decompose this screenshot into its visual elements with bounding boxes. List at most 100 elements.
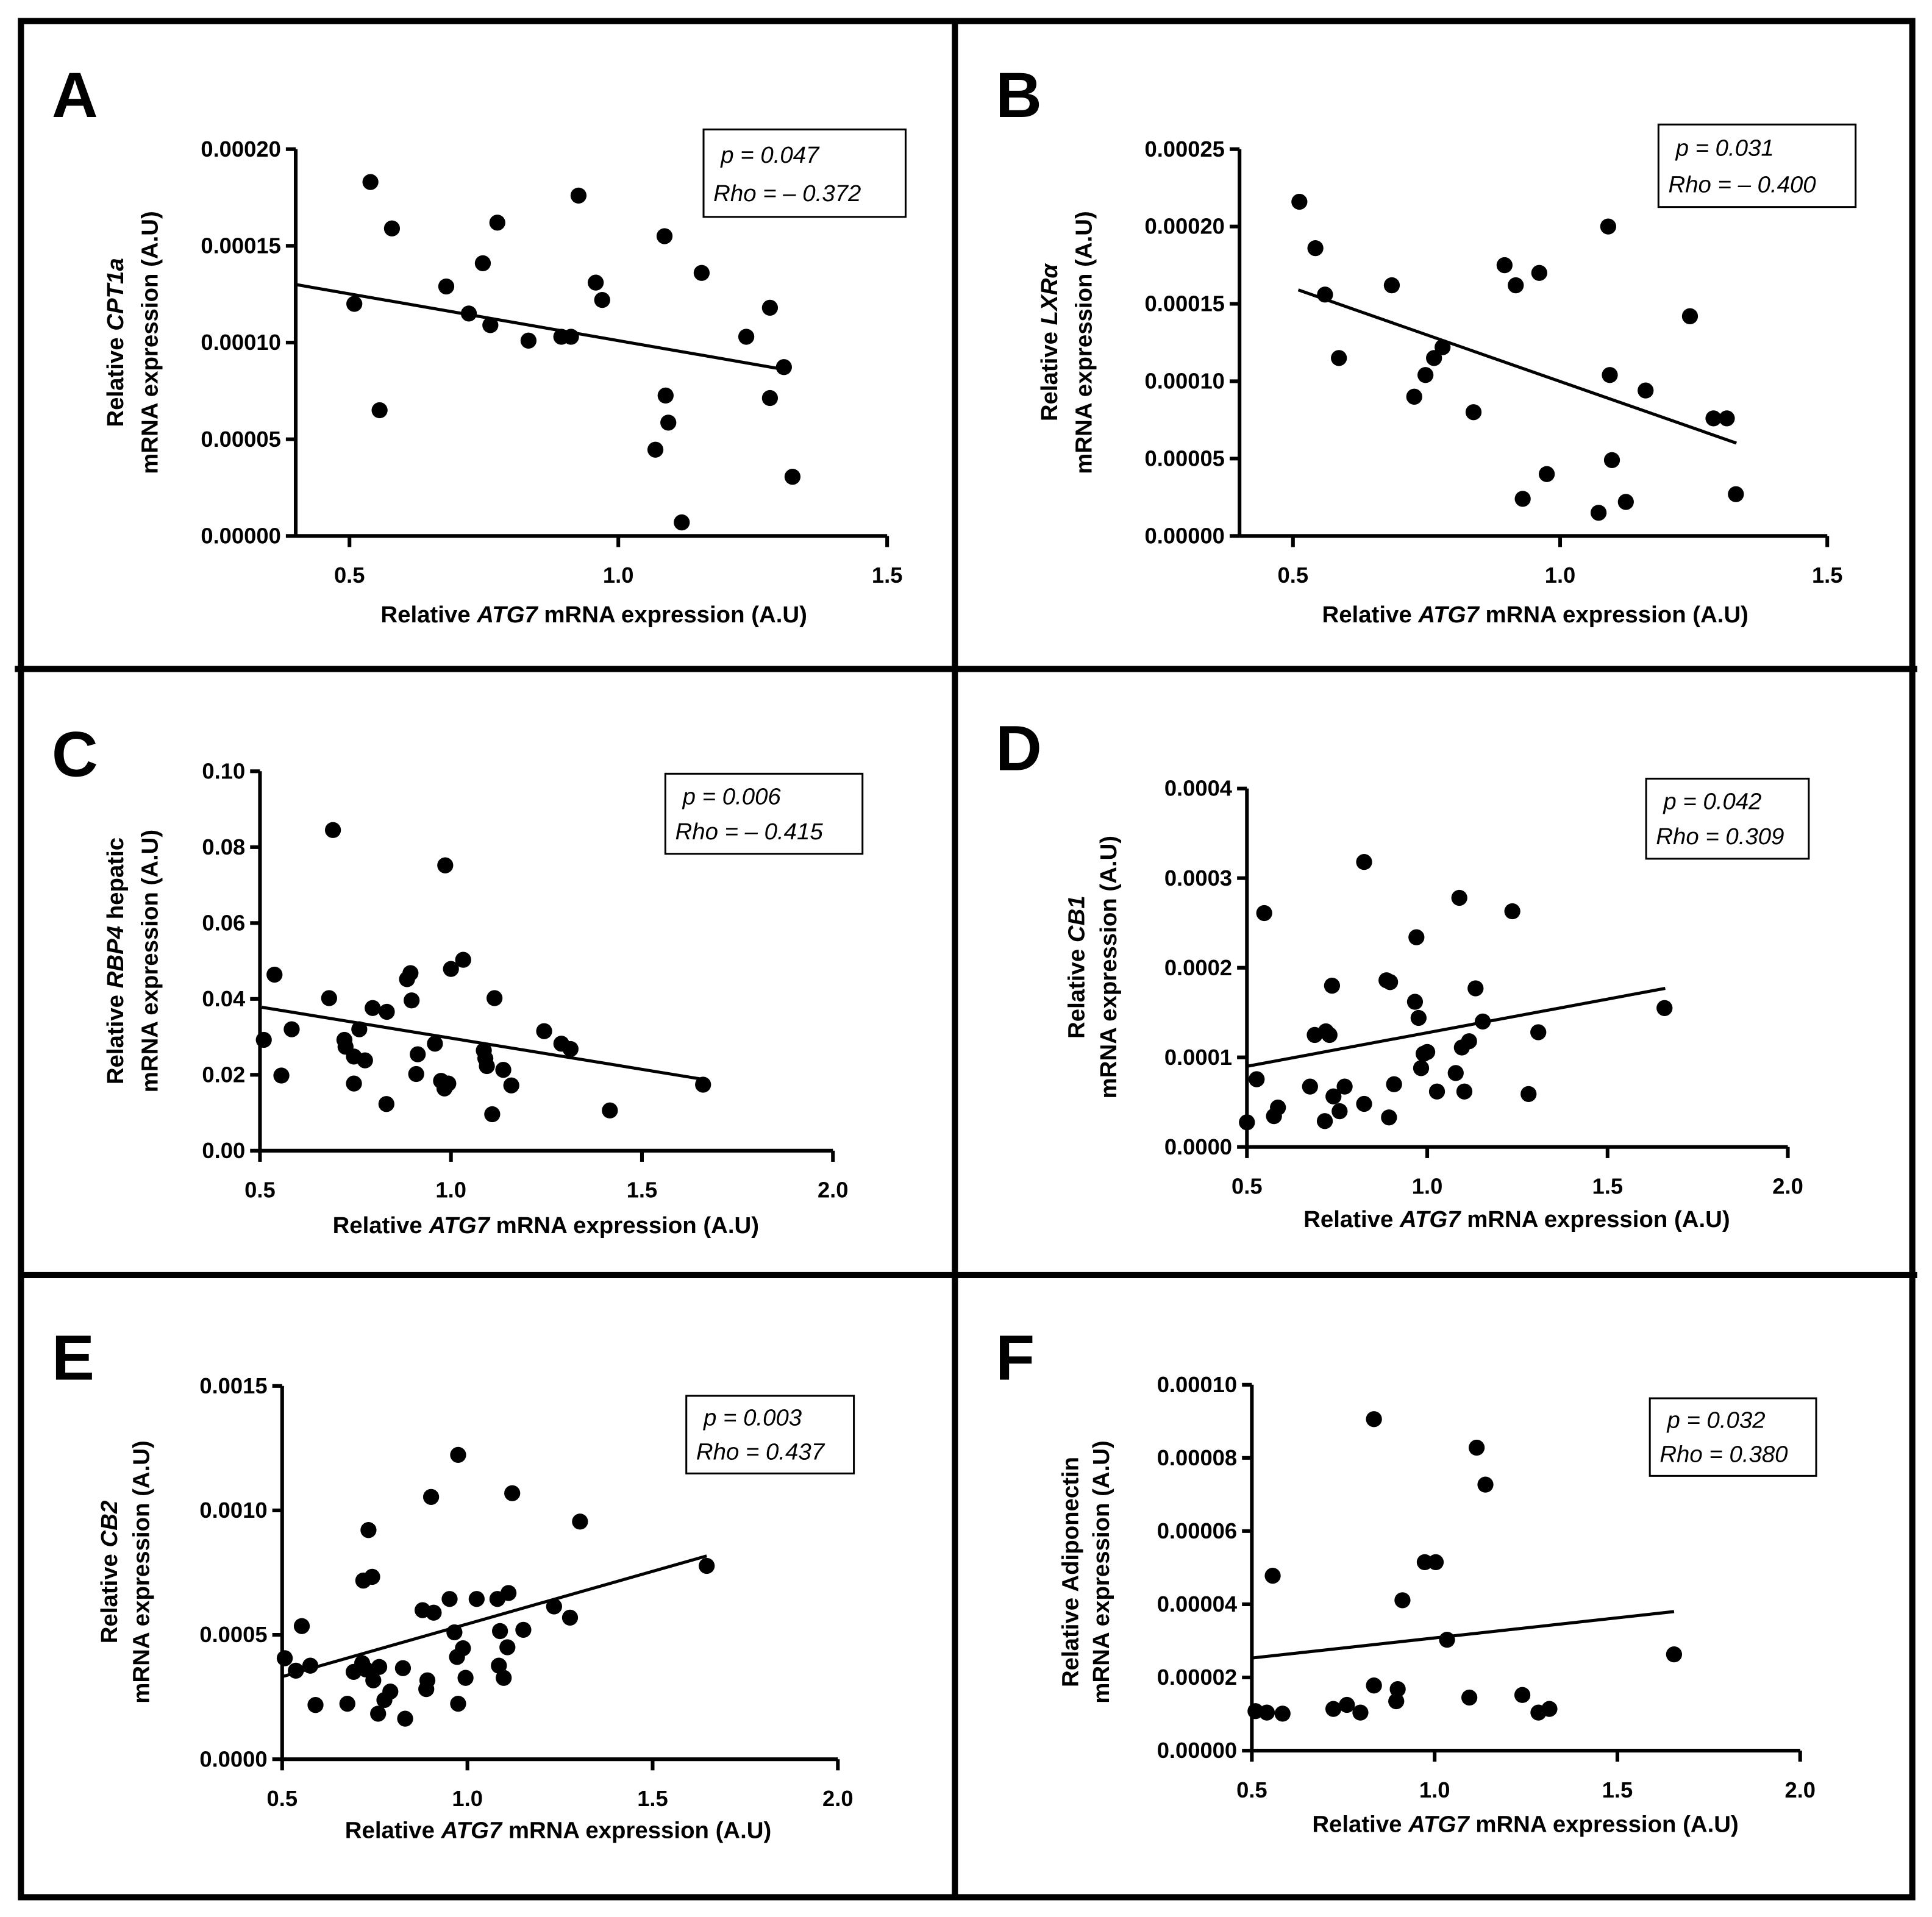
data-point bbox=[1656, 1000, 1673, 1016]
data-point bbox=[1530, 1024, 1547, 1040]
x-tick-label: 0.5 bbox=[334, 563, 365, 588]
data-point bbox=[402, 965, 419, 981]
y-tick-label: 0.00000 bbox=[201, 523, 280, 548]
x-axis-title-part: ATG7 bbox=[1399, 1206, 1461, 1232]
data-point bbox=[1321, 1026, 1338, 1044]
y-axis-title-line1: Relative LXRα bbox=[1036, 263, 1063, 422]
x-tick-label: 0.5 bbox=[1236, 1777, 1267, 1802]
p-value-text: p = 0.042 bbox=[1663, 788, 1761, 814]
data-point bbox=[1388, 1693, 1405, 1710]
data-point bbox=[1239, 1114, 1255, 1131]
data-point bbox=[1531, 265, 1547, 281]
data-point bbox=[570, 187, 587, 204]
data-point bbox=[307, 1697, 324, 1713]
data-point bbox=[1366, 1411, 1382, 1428]
y-tick-label: 0.00004 bbox=[1157, 1592, 1238, 1616]
data-point bbox=[446, 1624, 463, 1641]
y-tick-label: 0.00000 bbox=[1144, 523, 1224, 548]
figure-border bbox=[18, 18, 1916, 1901]
data-point bbox=[486, 990, 503, 1006]
data-point bbox=[495, 1062, 512, 1078]
data-point bbox=[656, 228, 673, 244]
data-point bbox=[255, 1031, 272, 1048]
y-tick-label: 0.00010 bbox=[1157, 1372, 1237, 1397]
data-point bbox=[371, 402, 388, 419]
data-point bbox=[1504, 903, 1520, 920]
panel-c: C 0.00 0.02 0.04 0.06 0.08 0.10 0.5 1.0 1.5 2.0 Rel… bbox=[52, 719, 864, 1239]
y-tick-label: 0.00006 bbox=[1157, 1518, 1237, 1543]
data-point bbox=[1410, 1009, 1427, 1026]
data-point bbox=[594, 292, 610, 308]
stats-box bbox=[1649, 1397, 1817, 1477]
data-point bbox=[1719, 410, 1735, 427]
data-point bbox=[1339, 1696, 1355, 1713]
data-point bbox=[1705, 410, 1722, 427]
x-tick-label: 1.5 bbox=[637, 1786, 668, 1811]
data-point bbox=[1386, 1076, 1402, 1092]
data-point bbox=[422, 1488, 440, 1506]
data-point bbox=[1474, 1013, 1491, 1030]
p-value-text: p = 0.047 bbox=[720, 142, 820, 168]
data-point bbox=[1538, 466, 1555, 482]
data-point bbox=[378, 1096, 394, 1112]
data-point bbox=[489, 215, 505, 231]
data-point bbox=[1381, 974, 1399, 991]
data-point bbox=[1331, 350, 1347, 366]
data-point bbox=[1461, 1033, 1477, 1050]
y-axis-title-part: CB2 bbox=[96, 1501, 123, 1548]
panel-b: B 0.00000 0.00005 0.00010 0.00015 0.00020 0.00… bbox=[996, 60, 1857, 628]
x-axis-title: Relative ATG7 mRNA expression (A.U) bbox=[345, 1818, 771, 1844]
data-point bbox=[563, 329, 579, 345]
x-tick-label: 1.5 bbox=[1592, 1174, 1624, 1199]
y-axis-title-line2: mRNA expression (A.U) bbox=[129, 1440, 155, 1703]
data-point bbox=[397, 1710, 413, 1727]
data-point bbox=[515, 1621, 532, 1638]
x-tick-label: 0.5 bbox=[267, 1786, 298, 1811]
data-point bbox=[1467, 980, 1484, 997]
panel-letter: F bbox=[996, 1323, 1035, 1394]
y-axis-title-line2: mRNA expression (A.U) bbox=[137, 211, 163, 474]
data-point bbox=[562, 1040, 579, 1058]
x-tick-label: 2.0 bbox=[822, 1786, 854, 1811]
x-axis-title: Relative ATG7 mRNA expression (A.U) bbox=[1303, 1206, 1730, 1232]
y-axis-title-line2: mRNA expression (A.U) bbox=[137, 830, 163, 1092]
data-point bbox=[482, 317, 499, 333]
y-tick-label: 0.00020 bbox=[1144, 214, 1224, 239]
data-point bbox=[1406, 388, 1422, 405]
data-point bbox=[324, 822, 341, 838]
data-point bbox=[536, 1023, 552, 1039]
stats-box bbox=[702, 128, 907, 218]
data-point bbox=[266, 966, 283, 983]
data-point bbox=[288, 1662, 304, 1679]
data-point bbox=[1336, 1078, 1353, 1095]
data-point bbox=[693, 265, 710, 281]
stats-box bbox=[1645, 777, 1810, 860]
x-axis-title-part: ATG7 bbox=[476, 602, 538, 628]
y-axis-title-part: Relative bbox=[102, 331, 129, 427]
rho-value-text: Rho = – 0.400 bbox=[1668, 171, 1816, 197]
data-point bbox=[383, 220, 401, 237]
data-point bbox=[1419, 1044, 1436, 1061]
x-axis-title-part: mRNA expression (A.U) bbox=[490, 1212, 759, 1239]
y-axis-title-part: CB1 bbox=[1064, 895, 1090, 942]
x-tick-label: 1.0 bbox=[435, 1178, 466, 1203]
data-point bbox=[775, 359, 792, 375]
stats-box bbox=[685, 1395, 855, 1474]
x-axis-title-part: Relative bbox=[333, 1212, 429, 1239]
data-point bbox=[283, 1021, 300, 1037]
x-axis-title-part: mRNA expression (A.U) bbox=[502, 1818, 771, 1844]
data-point bbox=[1366, 1677, 1382, 1694]
stats-box bbox=[664, 772, 864, 855]
x-axis-title-part: mRNA expression (A.U) bbox=[1461, 1206, 1730, 1232]
data-point bbox=[1325, 1701, 1342, 1717]
x-tick-label: 1.0 bbox=[1545, 563, 1576, 588]
y-axis-title-part: Relative bbox=[102, 988, 129, 1084]
data-point bbox=[499, 1639, 516, 1656]
data-point bbox=[438, 278, 455, 295]
rho-value-text: Rho = – 0.372 bbox=[713, 180, 861, 207]
x-tick-label: 1.5 bbox=[627, 1178, 658, 1203]
data-point bbox=[419, 1672, 436, 1688]
data-point bbox=[1508, 277, 1524, 294]
x-axis-title-part: Relative bbox=[345, 1818, 441, 1844]
data-point bbox=[440, 1075, 457, 1092]
